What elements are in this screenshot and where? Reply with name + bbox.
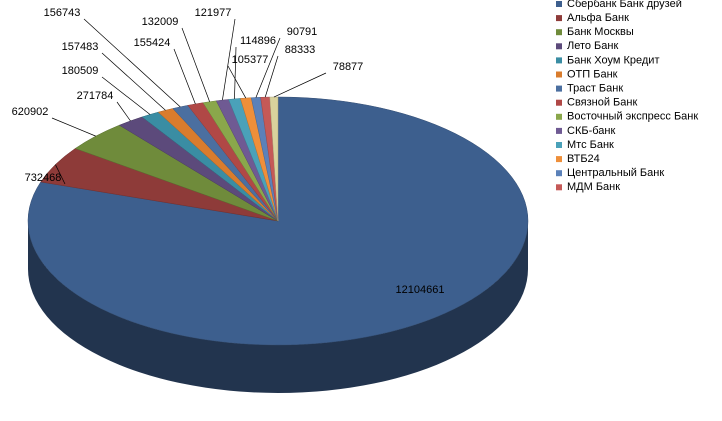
legend-label: Мтс Банк xyxy=(567,139,614,151)
leader-line xyxy=(264,55,279,98)
legend-swatch xyxy=(556,1,562,7)
data-label: 121977 xyxy=(195,7,232,19)
legend-label: Восточный экспресс Банк xyxy=(567,111,698,123)
slice-side xyxy=(28,221,528,393)
data-label: 132009 xyxy=(142,16,179,28)
legend-swatch xyxy=(556,85,562,92)
legend-swatch xyxy=(556,170,562,177)
legend-label: ВТБ24 xyxy=(567,153,600,165)
leader-line xyxy=(173,48,196,105)
leader-line xyxy=(116,101,131,122)
legend-swatch xyxy=(556,71,562,78)
data-label: 620902 xyxy=(12,106,49,118)
legend-label: Сбербанк Банк друзей xyxy=(567,0,682,10)
legend-label: Траст Банк xyxy=(567,83,623,95)
legend-swatch xyxy=(556,15,562,22)
data-label: 271784 xyxy=(77,90,114,102)
data-label: 157483 xyxy=(62,41,99,53)
data-label: 156743 xyxy=(44,7,81,19)
leader-line xyxy=(55,164,66,185)
legend-swatch xyxy=(556,43,562,50)
data-label: 90791 xyxy=(287,26,318,38)
data-label: 78877 xyxy=(333,61,364,73)
data-label: 732468 xyxy=(25,172,62,184)
data-label: 105377 xyxy=(232,54,269,66)
legend-swatch xyxy=(556,113,562,120)
legend-label: Связной Банк xyxy=(567,97,637,109)
legend-swatch xyxy=(556,142,562,148)
legend-swatch xyxy=(556,29,562,36)
legend-label: Лето Банк xyxy=(567,40,618,52)
data-label: 114896 xyxy=(240,35,276,47)
legend-label: ОТП Банк xyxy=(567,68,618,80)
leader-line xyxy=(227,65,247,99)
data-label: 155424 xyxy=(134,37,171,49)
leader-line xyxy=(222,18,236,101)
legend-swatch xyxy=(556,184,562,191)
leader-line xyxy=(255,37,281,98)
legend-label: Банк Москвы xyxy=(567,26,634,38)
legend-swatch xyxy=(556,57,562,64)
leader-line xyxy=(101,52,166,111)
leader-line xyxy=(234,46,237,99)
legend-swatch xyxy=(556,99,562,106)
leader-line xyxy=(51,117,96,137)
leader-line xyxy=(273,72,327,98)
data-label: 88333 xyxy=(285,44,316,56)
legend-label: МДМ Банк xyxy=(567,181,620,193)
leader-line xyxy=(83,18,181,108)
legend-swatch xyxy=(556,127,562,134)
data-label: 12104661 xyxy=(396,284,445,296)
leader-line xyxy=(101,76,151,115)
legend-label: Альфа Банк xyxy=(567,12,629,24)
leader-line xyxy=(181,27,210,102)
data-label: 180509 xyxy=(62,65,99,77)
legend-swatch xyxy=(556,156,562,163)
legend-label: Банк Хоум Кредит xyxy=(567,54,660,66)
legend-label: СКБ-банк xyxy=(567,125,615,137)
legend-label: Центральный Банк xyxy=(567,167,664,179)
